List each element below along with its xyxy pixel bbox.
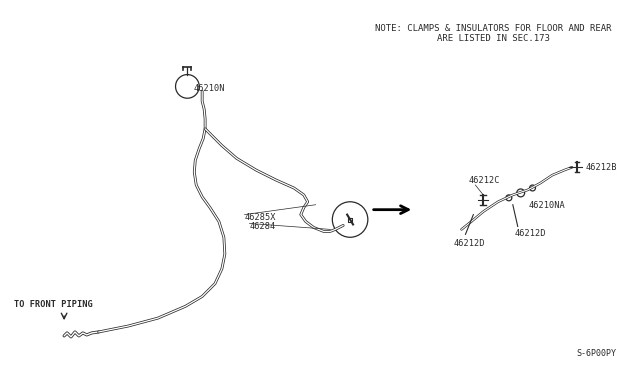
Text: 46212D: 46212D <box>454 239 485 248</box>
Text: NOTE: CLAMPS & INSULATORS FOR FLOOR AND REAR: NOTE: CLAMPS & INSULATORS FOR FLOOR AND … <box>375 24 611 33</box>
Text: 46212D: 46212D <box>515 230 547 238</box>
Text: 46212C: 46212C <box>468 176 500 185</box>
Text: S-6P00PY: S-6P00PY <box>577 349 616 357</box>
Text: TO FRONT PIPING: TO FRONT PIPING <box>14 300 93 309</box>
Text: 46210N: 46210N <box>193 84 225 93</box>
Text: 46210NA: 46210NA <box>529 201 565 210</box>
Text: 46285X: 46285X <box>244 213 276 222</box>
Text: ARE LISTED IN SEC.173: ARE LISTED IN SEC.173 <box>436 34 550 43</box>
Text: 46212B: 46212B <box>586 163 618 172</box>
Text: 46284: 46284 <box>250 221 276 231</box>
